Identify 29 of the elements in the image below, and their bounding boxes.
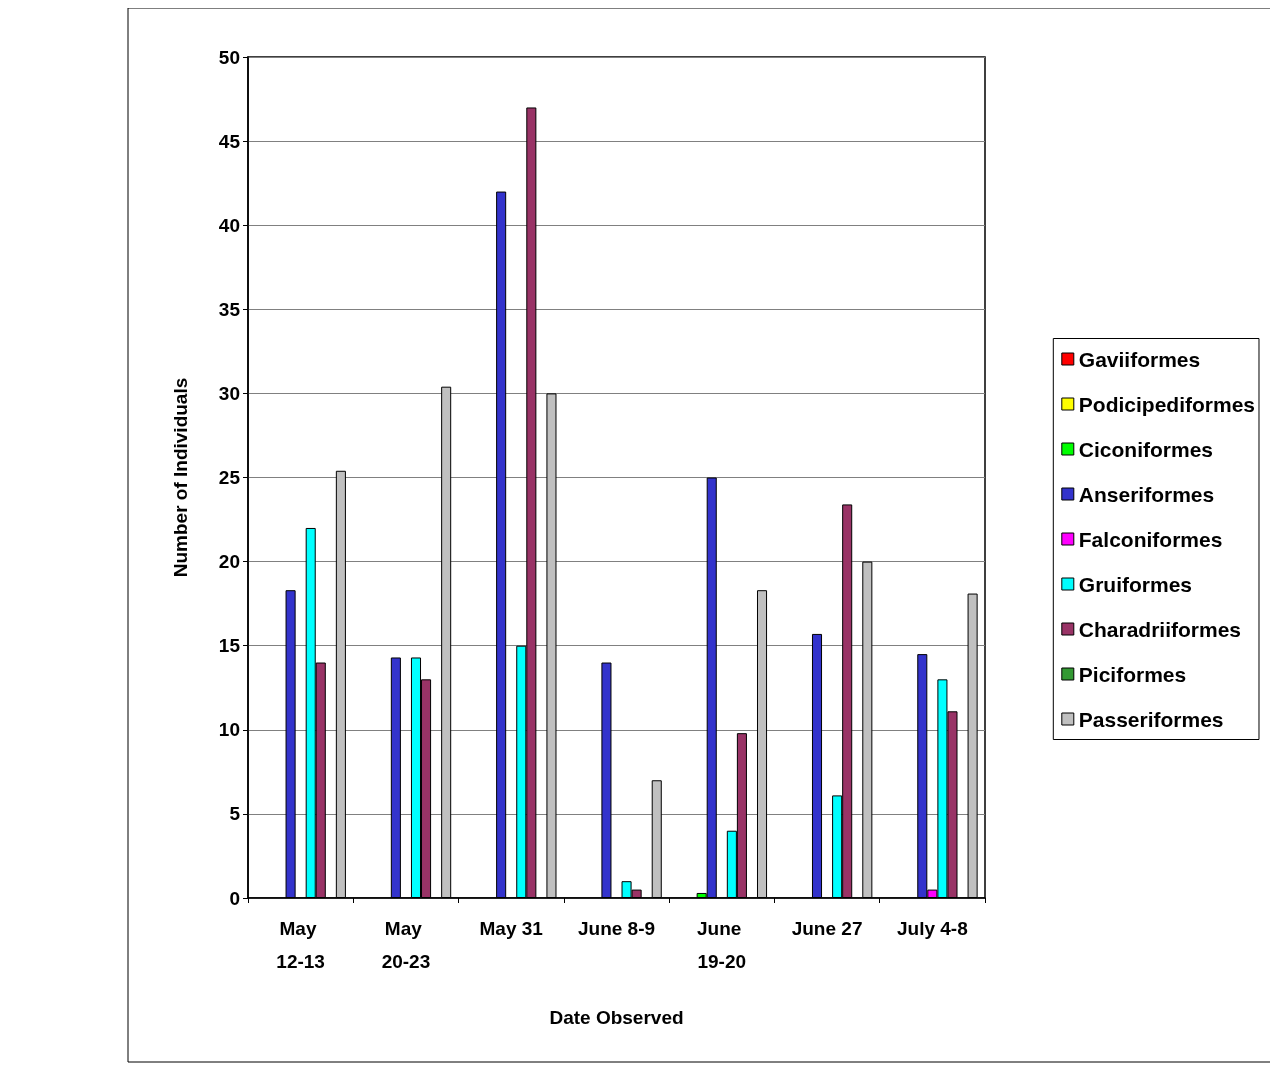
y-axis-title: Number of Individuals [170,377,191,578]
y-tick-label: 45 [218,130,241,152]
x-tick-label: June 8-9 [577,918,656,939]
y-tick-label: 20 [218,551,240,573]
legend-label: Gaviiformes [1078,347,1201,371]
x-tick-label: July 4-8 [896,918,968,939]
legend-label: Gruiformes [1078,572,1192,596]
legend-label: Charadriiformes [1078,617,1242,641]
legend-label: Podicipediformes [1078,392,1255,416]
x-axis-title: Date Observed [549,1007,684,1028]
x-tick-label: May 12-13 [276,918,325,972]
x-tick-label: June 27 [791,918,863,939]
legend-label: Passeriformes [1078,707,1224,731]
x-tick-label: May 20-23 [381,918,431,972]
legend-label: Piciformes [1078,662,1187,686]
x-tick-label: June 19-20 [696,918,747,972]
y-tick-label: 40 [218,214,240,236]
y-tick-label: 10 [218,719,240,741]
x-tick-label: May 31 [479,918,544,939]
y-tick-label: 30 [218,382,240,404]
y-tick-label: 25 [218,467,241,488]
y-tick-label: 50 [218,46,240,68]
y-tick-label: 0 [229,887,240,909]
legend-label: Falconiformes [1078,527,1223,551]
y-tick-label: 35 [218,298,241,320]
legend-label: Ciconiformes [1078,437,1213,461]
y-tick-label: 15 [218,635,241,657]
legend-label: Anseriformes [1078,482,1215,506]
y-tick-label: 5 [229,803,241,825]
